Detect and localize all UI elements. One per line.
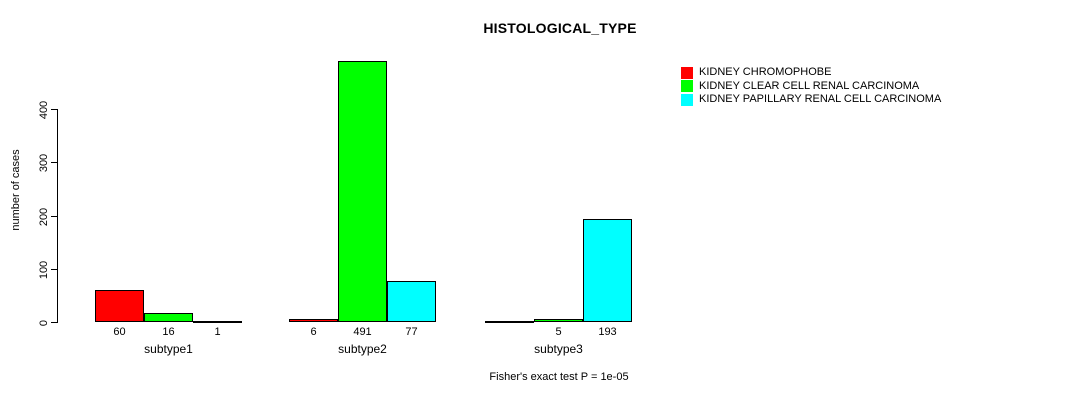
legend-label: KIDNEY CLEAR CELL RENAL CARCINOMA [699, 79, 920, 92]
legend-item-kidney-papillary-renal-cell-carcinoma: KIDNEY PAPILLARY RENAL CELL CARCINOMA [681, 93, 941, 107]
y-tick-mark [51, 215, 57, 217]
legend-swatch [681, 80, 693, 93]
x-category-label-subtype3: subtype3 [534, 342, 583, 356]
bar-subtype1-kidney-clear-cell-renal-carcinoma [144, 313, 193, 322]
bar-subtype1-kidney-papillary-renal-cell-carcinoma [193, 321, 242, 323]
bar-subtype2-kidney-chromophobe [289, 319, 338, 322]
legend-item-kidney-clear-cell-renal-carcinoma: KIDNEY CLEAR CELL RENAL CARCINOMA [681, 80, 941, 94]
y-tick-mark [51, 268, 57, 270]
y-axis-label: number of cases [10, 149, 22, 231]
bar-value-label: 5 [555, 326, 562, 338]
bar-subtype3-kidney-clear-cell-renal-carcinoma [534, 319, 583, 322]
y-tick-label: 100 [38, 260, 50, 279]
bar-value-label: 77 [405, 326, 418, 338]
bar-subtype1-kidney-chromophobe [95, 290, 144, 322]
bar-subtype3-kidney-chromophobe [485, 321, 534, 323]
annotation-text: Fisher's exact test P = 1e-05 [489, 371, 629, 383]
x-category-label-subtype1: subtype1 [144, 342, 193, 356]
legend-label: KIDNEY CHROMOPHOBE [699, 66, 832, 79]
x-category-label-subtype2: subtype2 [338, 342, 387, 356]
legend-swatch [681, 66, 693, 79]
y-tick-label: 0 [38, 319, 50, 327]
bar-subtype2-kidney-clear-cell-renal-carcinoma [338, 61, 387, 322]
legend-label: KIDNEY PAPILLARY RENAL CELL CARCINOMA [699, 93, 942, 106]
bar-value-label: 6 [310, 326, 317, 338]
y-tick-mark [51, 109, 57, 110]
bar-value-label: 193 [598, 326, 617, 338]
y-tick-mark [51, 162, 57, 164]
bar-value-label: 491 [353, 326, 372, 338]
chart-title: HISTOLOGICAL_TYPE [483, 20, 637, 36]
bar-subtype2-kidney-papillary-renal-cell-carcinoma [387, 281, 436, 322]
bar-value-label: 60 [113, 326, 126, 338]
y-tick-mark [51, 322, 57, 323]
y-tick-label: 200 [38, 207, 50, 226]
y-axis-line [57, 109, 58, 323]
y-tick-label: 300 [38, 154, 50, 173]
bar-value-label: 1 [214, 326, 221, 338]
legend-swatch [681, 93, 693, 106]
y-tick-label: 400 [38, 100, 50, 120]
legend: KIDNEY CHROMOPHOBE KIDNEY CLEAR CELL RENA… [681, 66, 941, 107]
bar-value-label: 16 [162, 326, 175, 338]
bar-subtype3-kidney-papillary-renal-cell-carcinoma [583, 219, 632, 322]
legend-item-kidney-chromophobe: KIDNEY CHROMOPHOBE [681, 66, 941, 80]
